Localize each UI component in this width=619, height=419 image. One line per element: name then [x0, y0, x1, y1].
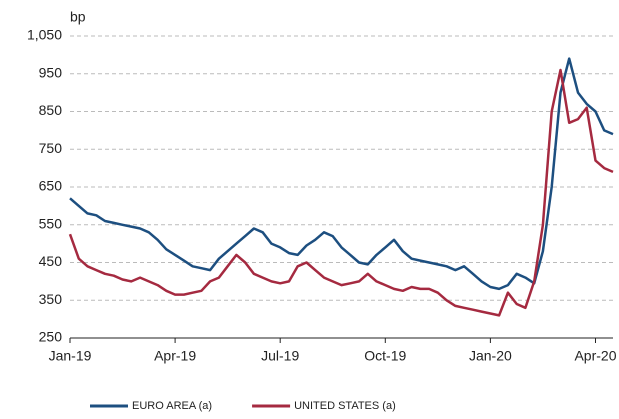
y-tick-label: 650 [39, 178, 63, 194]
y-tick-label: 450 [39, 253, 63, 269]
legend-label: UNITED STATES (a) [294, 400, 396, 412]
y-tick-label: 1,050 [27, 27, 62, 43]
y-tick-label: 350 [39, 291, 63, 307]
y-tick-label: 950 [39, 64, 63, 80]
x-tick-label: Apr-19 [154, 348, 196, 364]
x-tick-label: Jan-19 [49, 348, 92, 364]
y-tick-label: 550 [39, 215, 63, 231]
y-tick-label: 850 [39, 102, 63, 118]
y-tick-label: 750 [39, 140, 63, 156]
y-tick-label: 250 [39, 329, 63, 345]
x-tick-label: Apr-20 [574, 348, 616, 364]
x-tick-label: Oct-19 [364, 348, 406, 364]
line-series [68, 68, 614, 317]
x-tick-label: Jul-19 [261, 348, 299, 364]
legend-label: EURO AREA (a) [132, 400, 212, 412]
line-series [69, 57, 614, 291]
y-axis-unit: bp [70, 9, 86, 25]
x-tick-label: Jan-20 [469, 348, 512, 364]
